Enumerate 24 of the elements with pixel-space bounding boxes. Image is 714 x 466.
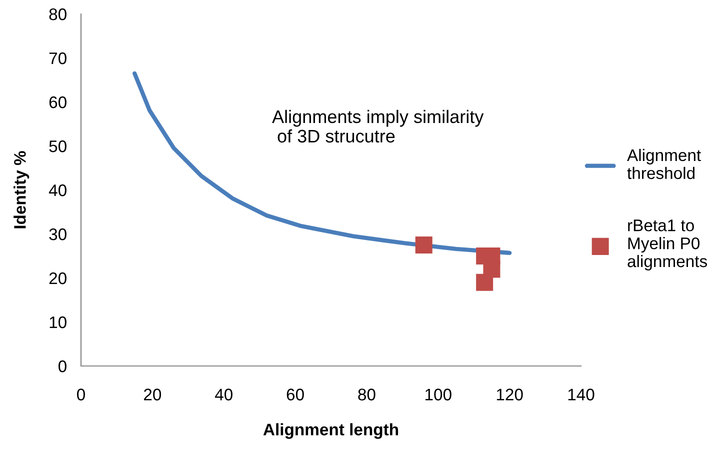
y-tick-label: 80 [49,8,66,20]
point [415,236,432,254]
x-tick-label: 60 [286,388,304,400]
annotation: Alignments imply similarity of 3D strucutre [272,110,484,143]
y-tick-label: 10 [50,316,66,328]
y-tick-label: 70 [49,52,66,64]
y-tick-label: 60 [49,96,66,108]
x-tick-label: 20 [144,388,162,400]
y-tick-label: 30 [49,228,66,240]
legend-label: Alignment threshold [627,148,701,180]
x-tick-label: 120 [496,388,523,400]
legend-label: rBeta1 to Myelin P0 alignments [628,220,707,270]
y-tick-label: 0 [58,360,66,372]
y-tick-label: 40 [48,184,66,196]
line-series [132,71,512,256]
x-tick-label: 100 [426,388,452,400]
x-tick-label: 140 [568,388,594,400]
x-axis-title: Alignment length [263,423,398,439]
x-tick-label: 0 [77,388,85,400]
y-tick-label: 50 [49,140,66,152]
y-axis-title: Identity % [14,151,30,228]
x-tick-label: 40 [214,388,232,400]
y-tick-label: 20 [49,272,66,284]
x-tick-label: 80 [358,388,376,400]
